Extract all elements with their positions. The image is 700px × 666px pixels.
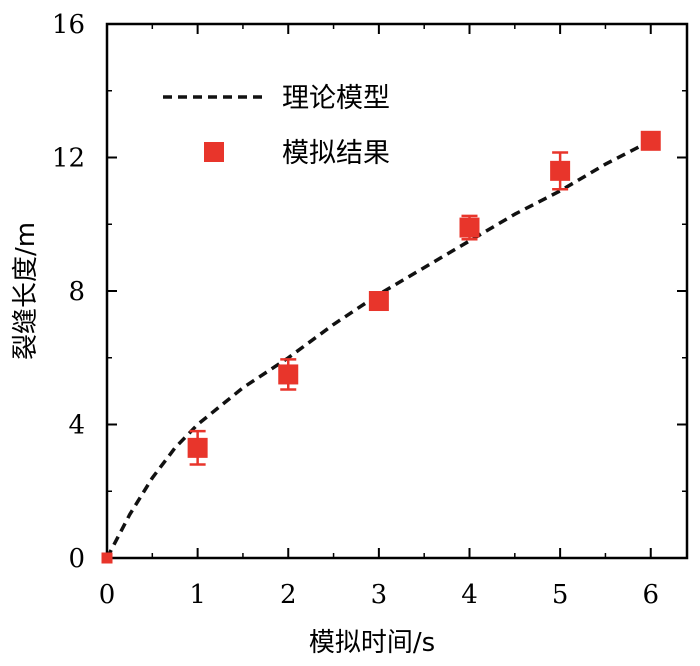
x-tick-label: 4	[461, 580, 478, 610]
y-axis-title: 裂缝长度/m	[11, 222, 41, 360]
plot-area-border	[105, 22, 689, 560]
legend: 理论模型 模拟结果	[163, 83, 390, 169]
legend-label-simulation: 模拟结果	[282, 138, 390, 169]
y-tick-label: 12	[52, 144, 85, 174]
simulation-data-point	[101, 552, 113, 564]
simulation-data-point	[368, 291, 389, 312]
series-layer	[101, 130, 661, 564]
x-tick-label: 3	[371, 580, 388, 610]
x-tick-label: 2	[280, 580, 297, 610]
x-tick-label: 1	[189, 580, 206, 610]
x-tick-label: 5	[552, 580, 569, 610]
legend-square-marker-sample	[204, 142, 224, 162]
theory-model-dashed-line	[105, 139, 652, 559]
simulation-data-point	[459, 217, 480, 238]
x-axis-title: 模拟时间/s	[309, 628, 435, 658]
simulation-data-point	[187, 437, 208, 458]
y-tick-label: 4	[68, 411, 85, 441]
legend-label-theory: 理论模型	[282, 83, 390, 114]
y-tick-label: 16	[52, 10, 85, 40]
y-tick-label: 0	[68, 544, 85, 574]
simulation-data-point	[550, 160, 571, 181]
simulation-data-point	[278, 364, 299, 385]
x-tick-label: 6	[642, 580, 659, 610]
plot-frame	[105, 22, 689, 560]
y-tick-label: 8	[68, 277, 85, 307]
simulation-data-point	[640, 130, 661, 151]
x-tick-label: 0	[99, 580, 116, 610]
